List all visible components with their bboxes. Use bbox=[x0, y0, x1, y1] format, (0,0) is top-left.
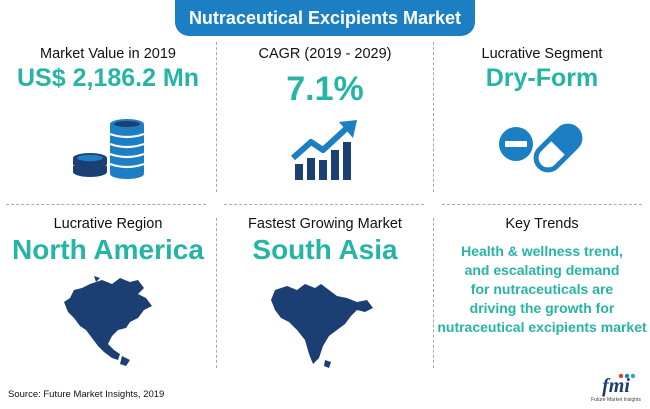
fmi-logo: fmi Future Market Insights bbox=[588, 373, 644, 406]
infographic-grid: Market Value in 2019 US$ 2,186.2 Mn bbox=[0, 36, 650, 376]
divider bbox=[442, 204, 642, 205]
key-trends-label: Key Trends bbox=[505, 216, 579, 232]
coins-stack-icon bbox=[73, 119, 145, 179]
south-asia-map-icon bbox=[271, 284, 373, 368]
divider bbox=[216, 218, 217, 368]
trend-line: Health & wellness trend, bbox=[461, 243, 623, 259]
segment-label: Lucrative Segment bbox=[481, 46, 603, 62]
north-america-map-icon bbox=[64, 276, 152, 366]
logo-dots-icon bbox=[618, 373, 636, 379]
fastest-market-cell: Fastest Growing Market South Asia bbox=[217, 206, 433, 376]
trend-line: for nutraceuticals are bbox=[470, 281, 614, 297]
divider bbox=[433, 218, 434, 368]
market-value-label: Market Value in 2019 bbox=[40, 46, 176, 62]
key-trends-text: Health & wellness trend, and escalating … bbox=[434, 242, 650, 337]
logo-text: fmi bbox=[602, 375, 630, 397]
page-title: Nutraceutical Excipients Market bbox=[188, 7, 462, 28]
pills-icon bbox=[499, 123, 583, 173]
cagr-cell: CAGR (2019 - 2029) 7.1% bbox=[217, 36, 433, 206]
source-note: Source: Future Market Insights, 2019 bbox=[8, 389, 165, 400]
trend-line: driving the growth for bbox=[469, 300, 615, 316]
title-bar: Nutraceutical Excipients Market bbox=[0, 0, 650, 36]
divider bbox=[433, 42, 434, 192]
logo-subtext: Future Market Insights bbox=[591, 397, 641, 403]
market-value-cell: Market Value in 2019 US$ 2,186.2 Mn bbox=[0, 36, 216, 206]
divider bbox=[224, 204, 424, 205]
trend-line: and escalating demand bbox=[464, 262, 620, 278]
segment-value: Dry-Form bbox=[485, 64, 599, 92]
region-value: North America bbox=[12, 234, 204, 265]
fastest-market-value: South Asia bbox=[252, 234, 398, 265]
growth-chart-icon bbox=[291, 120, 357, 180]
region-label: Lucrative Region bbox=[53, 216, 163, 232]
key-trends-cell: Key Trends Health & wellness trend, and … bbox=[434, 206, 650, 376]
fastest-market-label: Fastest Growing Market bbox=[248, 216, 402, 232]
divider bbox=[216, 42, 217, 192]
cagr-value: 7.1% bbox=[286, 70, 364, 108]
market-value: US$ 2,186.2 Mn bbox=[16, 64, 200, 92]
cagr-label: CAGR (2019 - 2029) bbox=[258, 46, 392, 62]
segment-cell: Lucrative Segment Dry-Form bbox=[434, 36, 650, 206]
divider bbox=[6, 204, 206, 205]
trend-line: nutraceutical excipients market bbox=[437, 319, 647, 335]
region-cell: Lucrative Region North America bbox=[0, 206, 216, 376]
